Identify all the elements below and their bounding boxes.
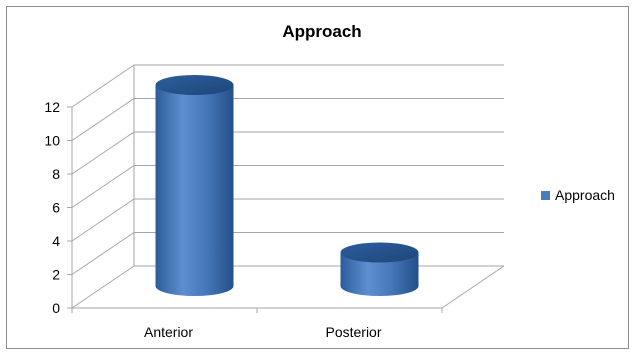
chart-title: Approach [282, 22, 361, 41]
y-tick-label: 4 [52, 233, 60, 249]
gridlines [71, 64, 504, 309]
bar [155, 75, 234, 296]
gridline [71, 64, 504, 108]
axes [67, 65, 505, 313]
floor-right-edge [441, 265, 505, 309]
chart-frame [6, 6, 629, 349]
y-tick-label: 2 [52, 267, 60, 283]
bar-top [340, 242, 419, 263]
bar-top [155, 75, 234, 95]
legend: Approach [541, 187, 615, 203]
bar-body [155, 85, 234, 296]
y-tick-label: 8 [52, 166, 60, 182]
bars [155, 75, 419, 296]
tick-labels: 0 2 4 6 8 10 12 Anterior Posterior [44, 99, 381, 340]
gridline [71, 165, 504, 208]
y-tick-label: 0 [52, 300, 60, 316]
bar-body [340, 252, 419, 296]
gridline [71, 98, 504, 141]
gridline [71, 198, 504, 242]
x-tick-label: Anterior [144, 324, 193, 340]
gridline [71, 232, 504, 275]
y-tick-label: 10 [44, 133, 60, 149]
bar [340, 242, 419, 296]
x-tick-label: Posterior [325, 324, 381, 340]
gridline [71, 265, 504, 309]
gridline [71, 131, 504, 175]
legend-label: Approach [555, 187, 615, 203]
legend-swatch [541, 191, 550, 200]
y-tick-label: 6 [52, 200, 60, 216]
y-tick-label: 12 [44, 99, 60, 115]
